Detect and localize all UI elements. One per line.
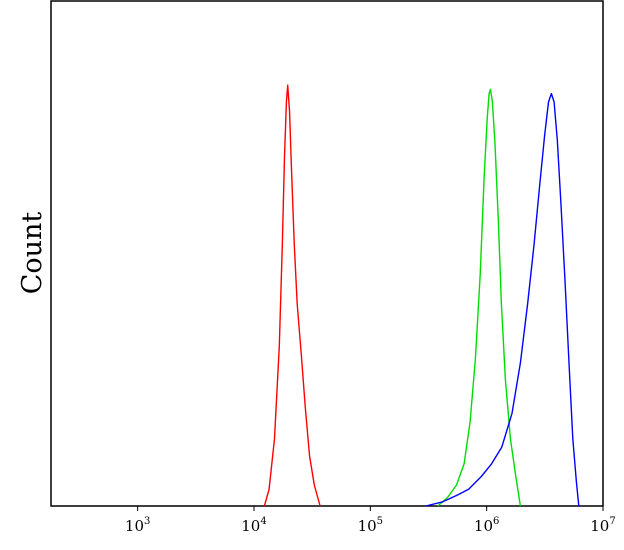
x-tick-label-4: 106 [474,516,499,535]
x-axis-ticks: 103 104 105 106 107 [125,506,616,535]
x-tick-label-2: 104 [241,516,266,535]
y-axis-title: Count [17,212,48,295]
x-tick-label-3: 105 [358,516,383,535]
x-tick-label-1: 103 [125,516,150,535]
series-line-3 [425,92,580,507]
plot-frame [50,0,604,507]
series-layer [263,84,580,507]
series-line-1 [263,84,321,507]
series-line-2 [437,88,522,507]
x-tick-label-5: 107 [590,516,615,535]
